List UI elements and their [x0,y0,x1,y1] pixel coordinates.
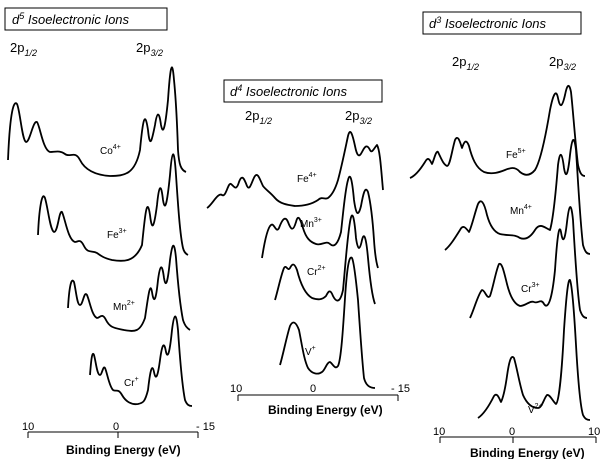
panel-d3-peak-label-2p32: 2p3/2 [549,54,576,72]
spectrum-fe3plus [37,153,189,262]
ion-label-cr3plus: Cr3+ [521,282,540,295]
panel-d5-peak-label-2p12: 2p1/2 [10,40,37,58]
spectrum-mn3plus [261,175,379,269]
ion-label-fe5plus: Fe5+ [506,148,526,161]
panel-d3-title-box [422,11,582,35]
panel-d4-xlabel: Binding Energy (eV) [268,403,383,417]
panel-d3: d3 Isoelectronic Ions 2p1/2 2p3/2 Fe5+ M… [409,11,600,459]
panel-d5-title: d5 Isoelectronic Ions [12,11,130,27]
panel-d5-title-box [4,7,168,31]
ion-label-fe4plus: Fe4+ [297,172,317,185]
panel-d5-xtick-10: 10 [22,421,34,433]
spectrum-cr3plus [469,206,588,319]
spectrum-crplus [89,315,193,407]
panel-d3-xlabel: Binding Energy (eV) [470,446,585,459]
ion-label-fe3plus: Fe3+ [107,228,127,241]
panel-d4-xtick-minus15: - 15 [391,383,410,395]
panel-d5-peak-label-2p32: 2p3/2 [136,40,163,58]
panel-d4-title-box [223,79,383,103]
ion-label-v2plus: V2+ [528,403,543,416]
panel-d3-peak-label-2p12: 2p1/2 [452,54,479,72]
spectrum-v2plus [477,279,591,421]
spectrum-vplus [279,256,376,389]
ion-label-co4plus: Co4+ [100,144,121,157]
panel-d4-title: d4 Isoelectronic Ions [230,83,348,99]
spectrum-fe4plus [206,131,384,209]
panel-d3-xtick-0: 0 [509,426,515,438]
spectrum-fe5plus [409,85,586,179]
panel-d4-peak-label-2p12: 2p1/2 [245,108,272,126]
spectrum-cr2plus [274,214,376,305]
panel-d3-xtick-10-left: 10 [433,426,445,438]
panel-d3-xtick-10-right: 10 [588,426,600,438]
panel-d5: d5 Isoelectronic Ions 2p1/2 2p3/2 Co4+ F… [4,7,215,457]
panel-d5-x-axis [27,431,199,438]
spectrum-co4plus [7,66,187,177]
panel-d4: d4 Isoelectronic Ions 2p1/2 2p3/2 Fe4+ M… [206,79,410,417]
ion-label-crplus: Cr+ [124,376,139,389]
ion-label-mn3plus: Mn3+ [300,217,322,230]
panel-d4-xtick-0: 0 [310,383,316,395]
panel-d3-x-axis [439,436,597,443]
panel-d5-xtick-minus15: - 15 [196,421,215,433]
panel-d4-peak-label-2p32: 2p3/2 [345,108,372,126]
spectrum-mn2plus [67,244,191,332]
ion-label-mn4plus: Mn4+ [510,204,532,217]
panel-d4-xtick-10: 10 [230,383,242,395]
spectrum-mn4plus [444,139,591,255]
ion-label-mn2plus: Mn2+ [113,300,135,313]
panel-d4-x-axis [237,394,399,401]
panel-d5-xlabel: Binding Energy (eV) [66,443,181,457]
panel-d3-title: d3 Isoelectronic Ions [429,15,547,31]
ion-label-cr2plus: Cr2+ [307,265,326,278]
panel-d5-xtick-0: 0 [113,421,119,433]
ion-label-vplus: V+ [305,345,316,358]
